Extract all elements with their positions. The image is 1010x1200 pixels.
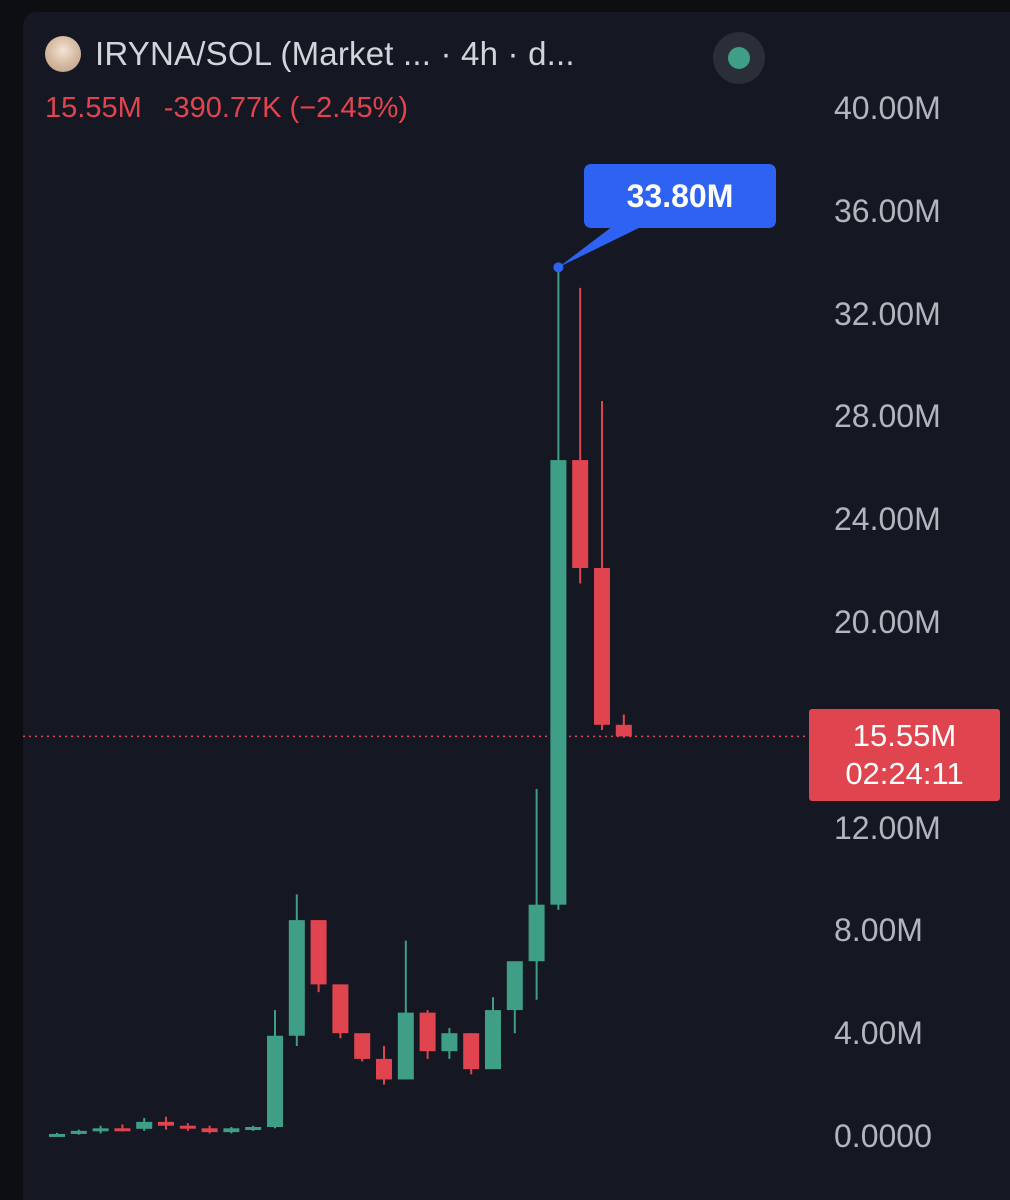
status-dot-icon [728,47,750,69]
candle-body-up [550,460,567,905]
chart-panel[interactable]: IRYNA/SOL (Market ... · 4h · d... 15.55M… [23,12,1010,1200]
candle-body-down [201,1128,218,1133]
candle-body-down [572,460,589,569]
candle-body-down [376,1058,392,1080]
y-tick-label: 0.0000 [834,1118,932,1154]
candle-body-down [354,1033,371,1059]
y-tick-label: 36.00M [834,192,941,229]
y-tick-label: 4.00M [834,1015,923,1052]
candle-body-down [594,568,610,725]
candle-body-up [506,961,523,1011]
candle-body-up [223,1128,240,1133]
pair-label[interactable]: IRYNA/SOL (Market ... · 4h · d... [95,35,575,72]
candle-body-up [288,920,305,1036]
candle-body-down [332,984,349,1034]
candle-body-up [267,1035,283,1128]
current-price-tag: 15.55M 02:24:11 [809,709,1000,801]
candle-body-up [49,1133,65,1137]
current-price-value: 15.55M [852,718,957,753]
y-tick-label: 20.00M [834,604,941,640]
candle-body-up [245,1127,262,1131]
y-tick-label: 32.00M [834,295,941,332]
status-indicator[interactable] [713,32,765,84]
candlestick-chart[interactable] [23,12,1010,1200]
high-marker-dot [553,262,564,273]
candle-body-down [463,1033,480,1070]
candle-body-down [310,920,327,985]
y-tick-label: 28.00M [834,398,941,435]
high-marker-pointer [558,226,643,268]
candle-body-up [92,1128,109,1132]
last-value: 15.55M [45,92,142,124]
candle-body-down [158,1121,174,1126]
candle-body-down [419,1012,436,1052]
y-tick-label: 24.00M [834,501,941,538]
candle-body-up [528,904,545,962]
y-tick-label: 40.00M [834,90,941,126]
candle-body-up [397,1012,414,1080]
candle-body-down [179,1125,196,1129]
candle-body-down [114,1128,131,1132]
price-change-row: 15.55M -390.77K (−2.45%) [45,92,422,125]
candle-body-up [441,1033,458,1052]
y-tick-label: 12.00M [834,809,941,846]
token-avatar [45,36,81,72]
y-tick-label: 8.00M [834,912,923,949]
candle-body-down [615,724,632,737]
candle-body-up [136,1121,153,1129]
candle-body-up [70,1130,87,1134]
high-marker-label: 33.80M [584,164,776,228]
price-change: -390.77K (−2.45%) [163,92,409,124]
candle-countdown: 02:24:11 [845,756,964,791]
chart-header: IRYNA/SOL (Market ... · 4h · d... [45,34,575,74]
candle-body-up [485,1010,501,1070]
